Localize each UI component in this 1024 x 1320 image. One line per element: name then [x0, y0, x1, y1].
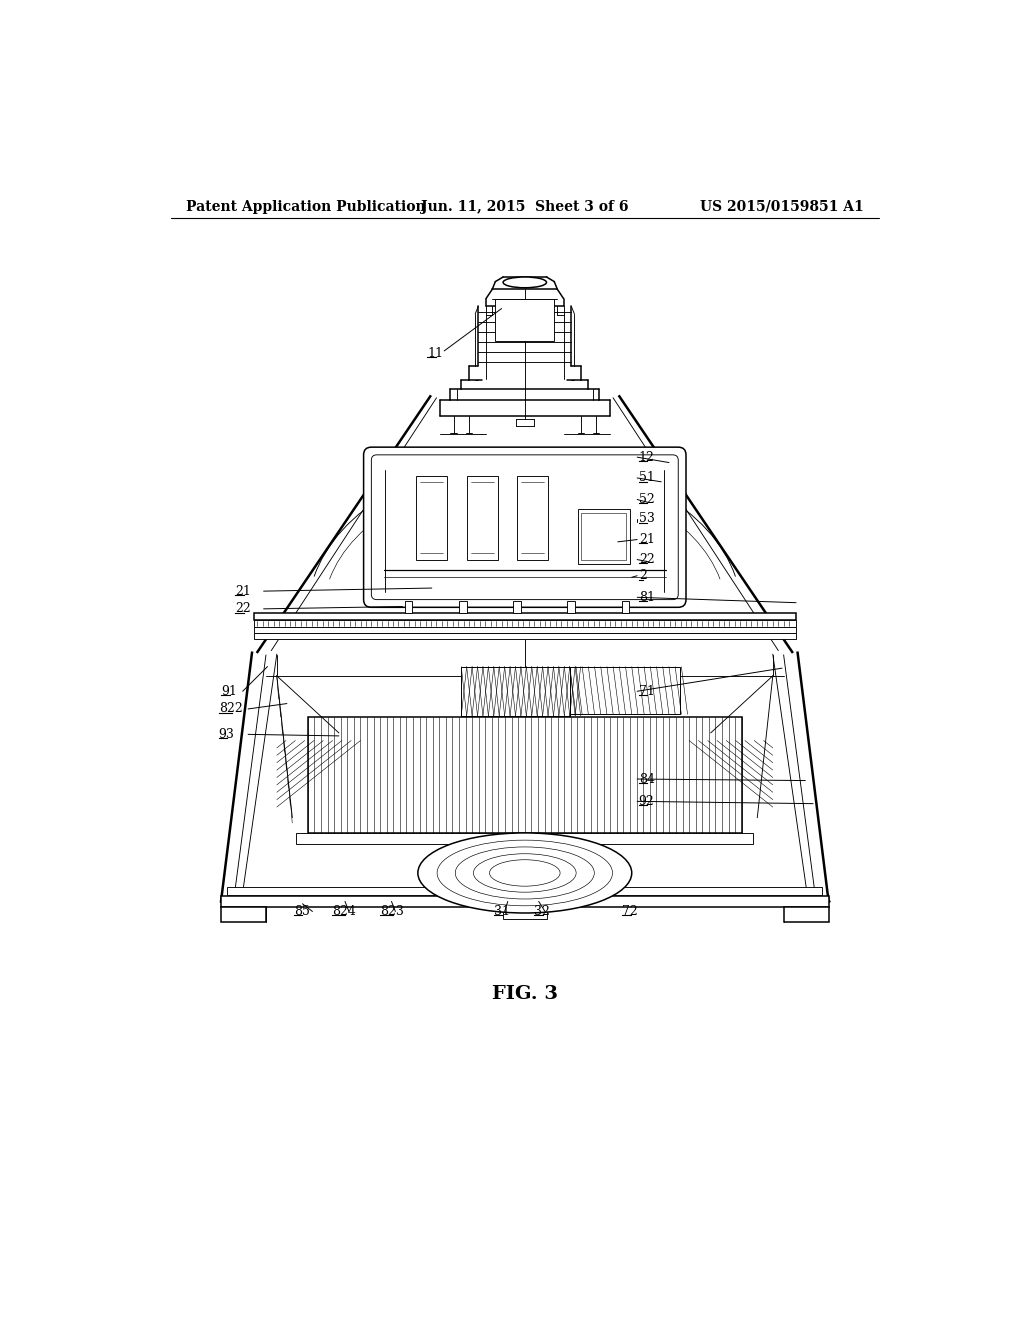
Bar	[296, 833, 754, 843]
Bar	[254, 612, 796, 620]
Text: 53: 53	[639, 512, 654, 525]
Ellipse shape	[503, 277, 547, 288]
Bar	[622, 601, 630, 614]
Bar	[517, 477, 548, 560]
Bar	[467, 477, 498, 560]
Bar	[582, 512, 627, 561]
Text: 2: 2	[639, 569, 646, 582]
Text: 824: 824	[332, 906, 355, 917]
Bar	[404, 601, 413, 614]
Bar	[221, 896, 828, 907]
Text: 51: 51	[639, 471, 654, 484]
Bar	[254, 632, 796, 639]
Text: 31: 31	[494, 906, 510, 917]
Text: 93: 93	[219, 727, 234, 741]
Text: 22: 22	[639, 553, 654, 566]
Text: 72: 72	[623, 906, 638, 917]
Bar	[783, 907, 828, 923]
Bar	[459, 601, 467, 614]
Bar	[503, 908, 547, 919]
Text: Jun. 11, 2015  Sheet 3 of 6: Jun. 11, 2015 Sheet 3 of 6	[421, 199, 629, 214]
FancyBboxPatch shape	[364, 447, 686, 607]
Text: 91: 91	[221, 685, 237, 698]
Text: 52: 52	[639, 492, 654, 506]
Text: 81: 81	[639, 591, 654, 603]
Bar	[308, 718, 741, 833]
Text: FIG. 3: FIG. 3	[492, 985, 558, 1003]
Text: Patent Application Publication: Patent Application Publication	[186, 199, 426, 214]
Bar	[221, 907, 266, 923]
Bar	[496, 298, 554, 341]
Text: 85: 85	[294, 906, 309, 917]
Text: 84: 84	[639, 772, 654, 785]
Bar	[461, 667, 569, 715]
Text: 21: 21	[639, 533, 654, 546]
Text: US 2015/0159851 A1: US 2015/0159851 A1	[700, 199, 864, 214]
Text: 822: 822	[219, 702, 243, 715]
Bar	[254, 620, 796, 627]
Bar	[254, 627, 796, 632]
Ellipse shape	[418, 833, 632, 913]
Bar	[578, 508, 630, 564]
Text: 71: 71	[639, 685, 654, 698]
Bar	[569, 667, 680, 714]
Bar	[513, 601, 521, 614]
Text: 11: 11	[427, 347, 443, 360]
Text: 92: 92	[639, 795, 654, 808]
Bar	[227, 887, 822, 895]
Text: 12: 12	[639, 450, 654, 463]
Bar	[417, 477, 447, 560]
Text: 32: 32	[535, 906, 550, 917]
Text: 823: 823	[380, 906, 403, 917]
Bar	[567, 601, 575, 614]
Text: 21: 21	[234, 585, 251, 598]
Text: 22: 22	[234, 602, 251, 615]
